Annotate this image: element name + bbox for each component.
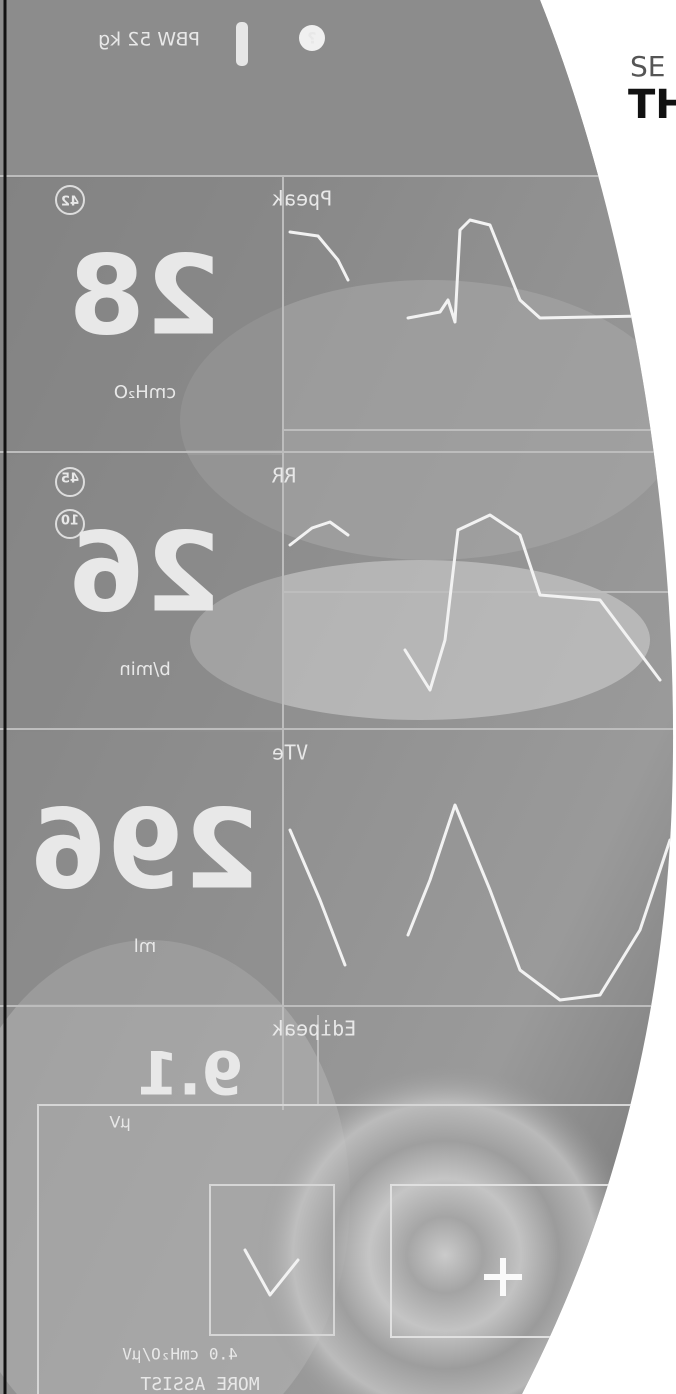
parameter-label: RR xyxy=(271,464,296,488)
alarm-limit: 45 xyxy=(61,472,79,487)
assist-setting: 4.0 cmH₂O/µV xyxy=(122,1345,238,1364)
parameter-value: 28 xyxy=(68,231,221,359)
parameter-unit: µV xyxy=(109,1113,130,1132)
help-icon: ? xyxy=(307,29,316,48)
parameter-value: 296 xyxy=(30,785,260,913)
parameter-label: VTe xyxy=(272,741,308,765)
title-line-1: SE xyxy=(630,50,665,83)
parameter-unit: b/min xyxy=(119,659,170,680)
assist-action: MORE ASSIST xyxy=(140,1374,259,1394)
alarm-limit: 10 xyxy=(61,514,79,529)
alarm-limit: 42 xyxy=(61,195,79,210)
parameter-unit: ml xyxy=(134,936,157,957)
patient-weight: PBW 52 kg xyxy=(98,29,200,51)
parameter-value: 26 xyxy=(68,508,221,636)
parameter-label: Edipeak xyxy=(272,1017,356,1041)
parameter-unit: cmH₂O xyxy=(114,382,176,403)
title-line-2: TH xyxy=(628,82,676,128)
parameter-value: 9.1 xyxy=(137,1040,243,1110)
parameter-label: Ppeak xyxy=(272,187,332,211)
